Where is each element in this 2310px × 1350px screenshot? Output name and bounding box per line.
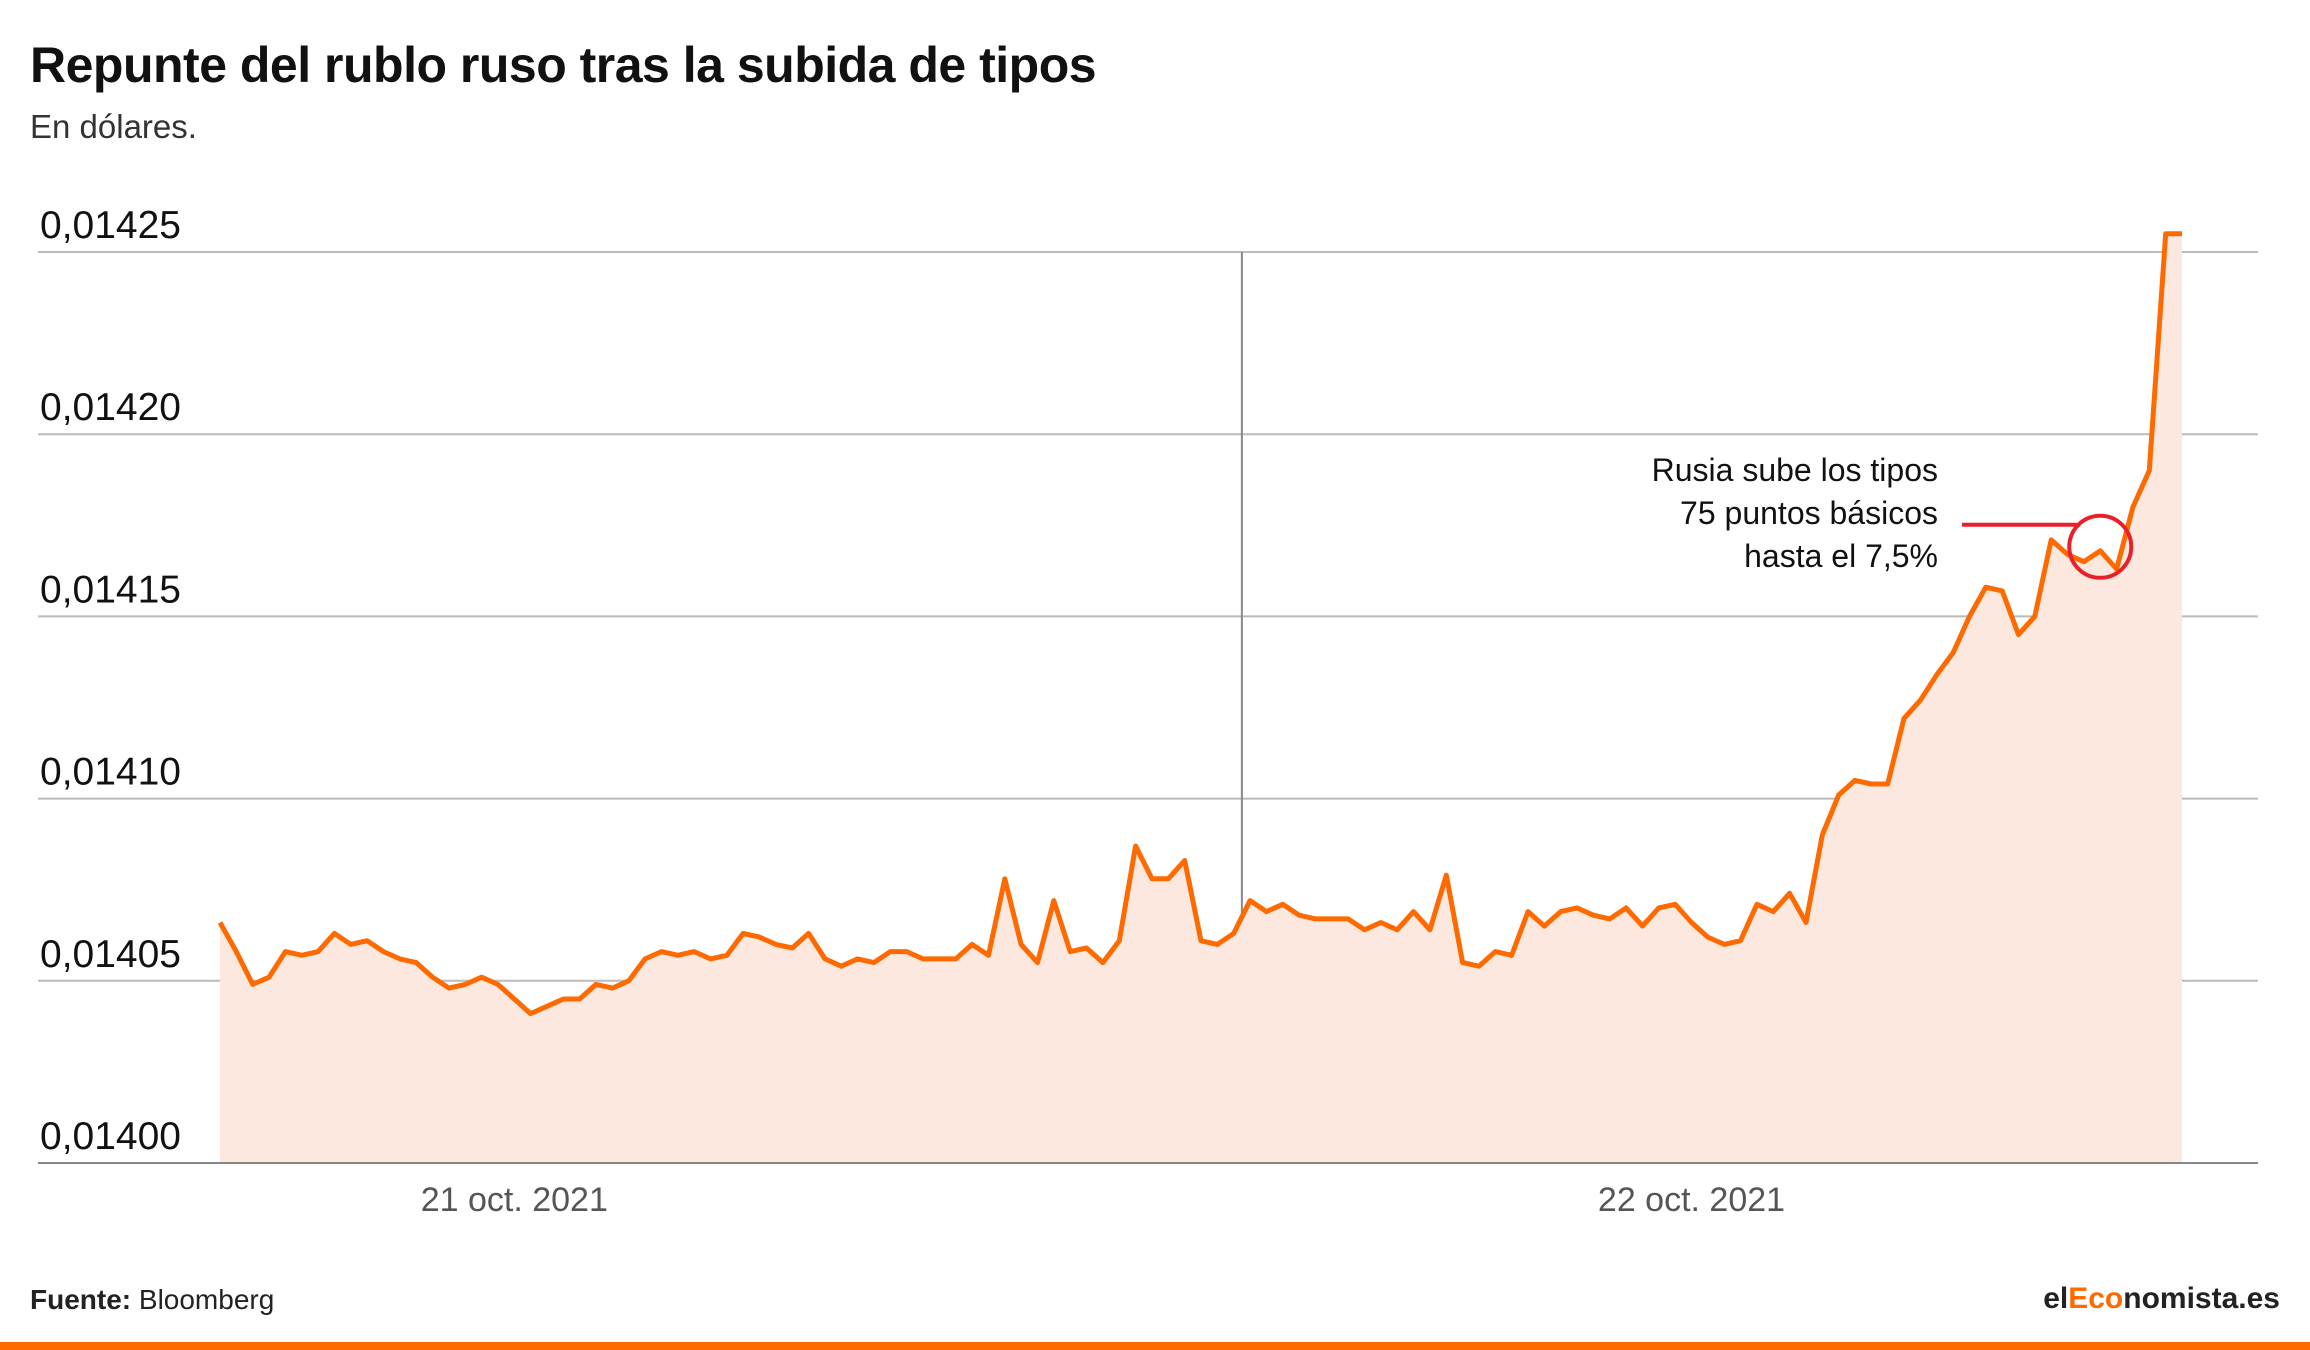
source-note: Fuente: Bloomberg xyxy=(30,1284,274,1316)
rate-hike-annotation: Rusia sube los tipos 75 puntos básicos h… xyxy=(1652,452,2134,580)
series-area xyxy=(220,233,2182,1164)
footer-accent-bar xyxy=(0,1342,2310,1350)
x-tick-label: 22 oct. 2021 xyxy=(1598,1181,1785,1219)
source-label: Fuente: xyxy=(30,1284,132,1315)
brand-logo[interactable]: elEconomista.es xyxy=(2043,1282,2280,1316)
y-tick-label: 0,01420 xyxy=(40,386,181,429)
brand-highlight: Eco xyxy=(2068,1282,2124,1315)
annotation-text-line-1: Rusia sube los tipos xyxy=(1652,452,1938,488)
y-tick-label: 0,01400 xyxy=(40,1115,181,1158)
y-tick-label: 0,01425 xyxy=(40,204,181,247)
x-axis-ticks: 21 oct. 2021 22 oct. 2021 xyxy=(421,1181,1785,1219)
annotation-text-line-2: 75 puntos básicos xyxy=(1680,495,1938,531)
chart-subtitle: En dólares. xyxy=(30,108,197,145)
brand-suffix: nomista.es xyxy=(2123,1282,2280,1315)
series-line xyxy=(217,231,2182,1017)
chart-title: Repunte del rublo ruso tras la subida de… xyxy=(30,37,1097,93)
y-axis-ticks: 0,01400 0,01405 0,01410 0,01415 0,01420 0,014… xyxy=(40,204,181,1158)
annotation-text-line-3: hasta el 7,5% xyxy=(1744,538,1938,574)
y-tick-label: 0,01410 xyxy=(40,751,181,794)
y-tick-label: 0,01415 xyxy=(40,568,181,611)
x-tick-label: 21 oct. 2021 xyxy=(421,1181,608,1219)
source-value: Bloomberg xyxy=(138,1284,275,1315)
y-tick-label: 0,01405 xyxy=(40,933,181,976)
brand-prefix: el xyxy=(2043,1282,2069,1315)
annotation-circle xyxy=(2067,513,2134,580)
